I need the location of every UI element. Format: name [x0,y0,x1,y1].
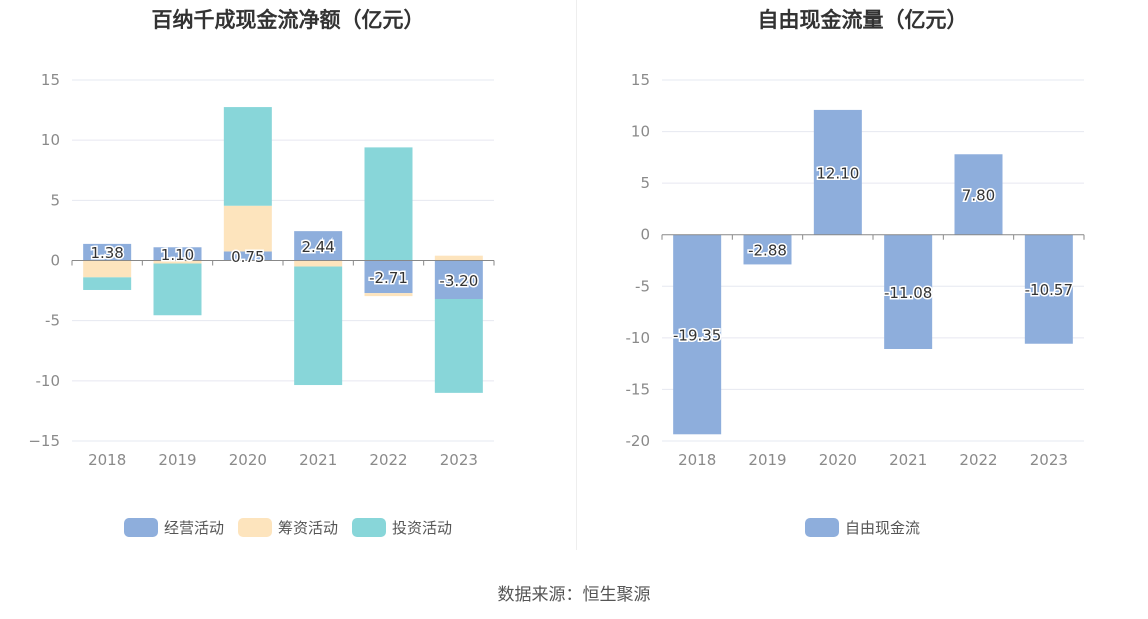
bar-investing-2020 [223,107,272,206]
panel-divider [576,0,577,550]
x-tick-label: 2021 [299,451,337,469]
bar-investing-2021 [294,266,343,386]
bar-free_cash_flow-2022 [954,154,1003,235]
data-label: 0.75 [231,248,264,266]
y-tick-label: 0 [50,252,60,270]
legend-label: 自由现金流 [844,519,920,537]
y-tick-label: -15 [626,380,651,398]
left-chart-legend: 经营活动 筹资活动 投资活动 [0,517,576,538]
data-label: -10.57 [1025,281,1073,299]
right-chart-panel: 自由现金流量（亿元） 15 10 5 0 -5 -10 -15 -20 2018 2019 2020… [577,0,1148,550]
bar-operating-2020 [223,251,272,261]
bar-investing-2023 [434,299,483,393]
data-label: -2.71 [369,269,408,287]
legend-swatch [123,518,158,537]
data-label: -19.35 [673,327,721,345]
legend-swatch [804,518,839,537]
data-source-note: 数据来源：恒生聚源 [497,585,651,605]
bar-investing-2018 [83,277,132,290]
bar-financing-2020 [223,205,272,252]
bar-financing-2022 [364,293,413,297]
bar-free_cash_flow-2023 [1024,234,1073,344]
data-label: -11.08 [884,284,932,302]
data-label: -2.88 [748,242,787,260]
bar-financing-2019 [153,260,202,264]
legend-item-free_cash_flow[interactable]: 自由现金流 [804,517,920,538]
data-label: 2.44 [301,238,334,256]
y-tick-label: 5 [50,191,60,209]
bar-financing-2018 [83,260,132,278]
y-tick-label: -10 [36,372,61,390]
data-label: -3.20 [439,272,478,290]
y-tick-label: −15 [28,432,60,450]
bar-free_cash_flow-2021 [884,234,933,349]
bar-free_cash_flow-2018 [673,234,722,435]
right-chart-title: 自由现金流量（亿元） [757,8,968,32]
bar-operating-2018 [83,243,132,261]
bar-free_cash_flow-2019 [743,234,792,265]
x-tick-label: 2019 [158,451,196,469]
bar-operating-2023 [434,260,483,300]
bar-financing-2021 [294,260,343,267]
y-tick-label: -5 [635,277,650,295]
x-tick-label: 2023 [1030,451,1068,469]
right-chart-plot: 15 10 5 0 -5 -10 -15 -20 2018 2019 2020 2021 2022 202… [626,71,1085,469]
legend-label: 投资活动 [392,519,453,537]
x-tick-label: 2021 [889,451,927,469]
data-label: 7.80 [962,186,995,204]
y-tick-label: -20 [626,432,651,450]
x-tick-label: 2018 [88,451,126,469]
bar-free_cash_flow-2020 [813,109,862,235]
legend-label: 筹资活动 [277,519,338,537]
y-tick-label: 10 [631,123,650,141]
legend-swatch [352,518,386,537]
bar-operating-2019 [153,247,202,261]
left-chart-plot: 15 10 5 0 -5 -10 −15 2018 2019 2020 2021 2022 2023 1.… [28,71,495,469]
x-tick-label: 2018 [678,451,716,469]
y-tick-label: 5 [640,174,650,192]
y-tick-label: 15 [41,71,60,89]
data-label: 1.38 [90,244,123,262]
y-tick-label: 10 [41,131,60,149]
left-chart-title: 百纳千成现金流净额（亿元） [151,8,425,32]
x-tick-label: 2020 [229,451,267,469]
bar-investing-2022 [364,147,413,261]
legend-item-operating[interactable]: 经营活动 [123,517,224,538]
data-label: 1.10 [161,246,194,264]
x-tick-label: 2019 [748,451,786,469]
bar-operating-2022 [364,260,413,294]
legend-swatch [237,518,272,537]
right-chart-legend: 自由现金流 [577,517,1148,538]
y-tick-label: -5 [45,312,60,330]
x-tick-label: 2022 [369,451,407,469]
left-chart-panel: 百纳千成现金流净额（亿元） 15 10 5 0 -5 -10 −15 2018 2019 2020… [0,0,576,550]
legend-label: 经营活动 [163,519,224,537]
bar-investing-2019 [153,263,202,316]
x-tick-label: 2020 [819,451,857,469]
bar-operating-2021 [294,231,343,261]
x-tick-label: 2023 [440,451,478,469]
y-tick-label: 15 [631,71,650,89]
y-tick-label: -10 [626,329,651,347]
y-tick-label: 0 [640,226,650,244]
legend-item-financing[interactable]: 筹资活动 [237,517,338,538]
data-label: 12.10 [816,164,859,182]
x-tick-label: 2022 [959,451,997,469]
bar-financing-2023 [434,255,483,261]
legend-item-investing[interactable]: 投资活动 [352,517,452,538]
